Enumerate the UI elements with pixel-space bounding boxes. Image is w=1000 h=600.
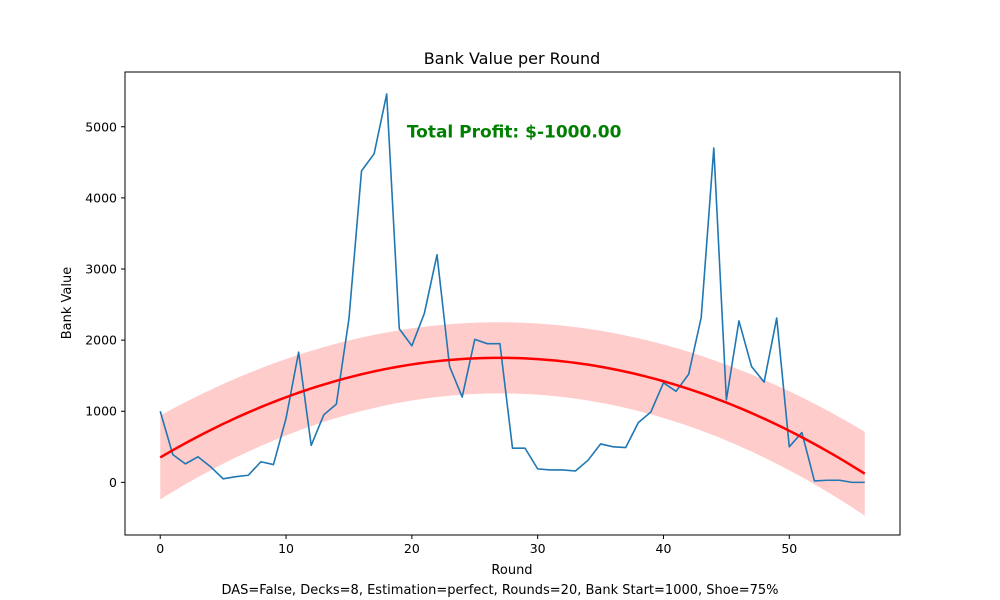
y-tick-label: 0 [109, 475, 117, 490]
x-tick-label: 20 [404, 541, 420, 556]
plot-area-frame [124, 71, 901, 536]
y-axis-ticks: 0 1000 2000 3000 4000 5000 [85, 119, 125, 490]
y-axis-label: Bank Value [60, 267, 75, 339]
y-tick-label: 5000 [85, 119, 117, 134]
confidence-band [160, 322, 865, 516]
x-tick-label: 30 [530, 541, 546, 556]
y-tick-label: 1000 [85, 404, 117, 419]
total-profit-annotation: Total Profit: $-1000.00 [407, 122, 622, 142]
y-tick-label: 4000 [85, 190, 117, 205]
y-tick-label: 2000 [85, 333, 117, 348]
bank-value-line [159, 93, 865, 484]
trend-fit-line [159, 356, 866, 475]
x-tick-label: 10 [278, 541, 294, 556]
parameters-footnote: DAS=False, Decks=8, Estimation=perfect, … [221, 583, 778, 598]
chart-title: Bank Value per Round [424, 49, 601, 68]
x-axis-ticks: 0 10 20 30 40 50 [156, 535, 797, 556]
x-axis-label: Round [491, 563, 532, 578]
x-tick-label: 0 [156, 541, 164, 556]
x-tick-label: 40 [656, 541, 672, 556]
x-tick-label: 50 [781, 541, 797, 556]
y-tick-label: 3000 [85, 262, 117, 277]
series-layer [159, 93, 866, 484]
confidence-band-layer [160, 322, 865, 516]
